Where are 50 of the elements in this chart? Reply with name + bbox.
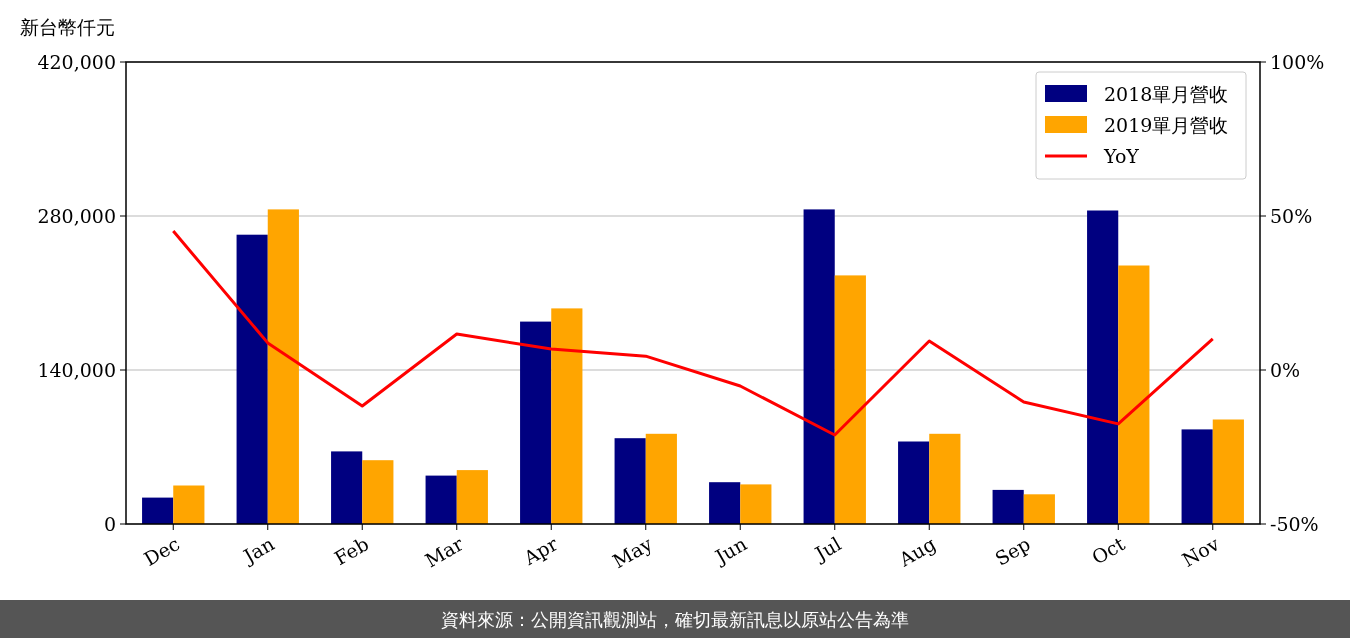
legend-label: YoY [1103, 145, 1140, 167]
bar [645, 433, 677, 524]
x-tick-label: Feb [330, 532, 373, 570]
x-tick-label: Oct [1087, 532, 1129, 569]
x-tick-label: Jan [238, 532, 278, 569]
bar [1212, 419, 1244, 524]
bar [425, 475, 457, 524]
bar [614, 438, 646, 524]
y-tick-label: 280,000 [37, 205, 116, 227]
x-tick-label: Apr [519, 531, 563, 570]
y2-tick-label: 0% [1270, 359, 1301, 381]
x-tick-label: Dec [140, 532, 184, 571]
bar [173, 485, 205, 524]
bar [929, 433, 961, 524]
bar [551, 308, 583, 524]
bar [456, 470, 488, 524]
x-tick-label: Jul [809, 532, 845, 566]
y-tick-label: 140,000 [37, 359, 116, 381]
bar [331, 451, 363, 524]
legend-label: 2019單月營收 [1104, 114, 1229, 136]
bar [803, 209, 835, 524]
y2-tick-label: -50% [1270, 513, 1319, 535]
legend-label: 2018單月營收 [1104, 83, 1229, 105]
line-series [171, 229, 1215, 437]
bar [1087, 210, 1119, 524]
bar [236, 234, 268, 524]
x-tick-label: Mar [421, 531, 468, 572]
bar [898, 441, 930, 524]
source-note: 資料來源：公開資訊觀測站，確切最新訊息以原站公告為準 [441, 609, 909, 630]
bar [520, 321, 552, 524]
y-tick-label: 420,000 [37, 51, 116, 73]
y-tick-label: 0 [103, 513, 116, 535]
bar [992, 489, 1024, 524]
y2-tick-label: 50% [1270, 205, 1313, 227]
bar [709, 482, 741, 524]
x-tick-label: May [608, 532, 656, 573]
bar [834, 275, 866, 524]
y2-tick-label: 100% [1270, 51, 1325, 73]
bar [1118, 265, 1150, 524]
bar [740, 484, 772, 524]
x-tick-label: Aug [894, 532, 940, 572]
bar [362, 460, 394, 524]
bar [267, 209, 299, 524]
x-tick-label: Sep [991, 532, 1034, 570]
bar [1023, 494, 1055, 524]
bar [142, 497, 174, 524]
bar [1181, 429, 1213, 524]
x-tick-label: Jun [709, 532, 751, 569]
x-tick-label: Nov [1178, 532, 1223, 571]
y-axis-title: 新台幣仟元 [20, 16, 115, 38]
